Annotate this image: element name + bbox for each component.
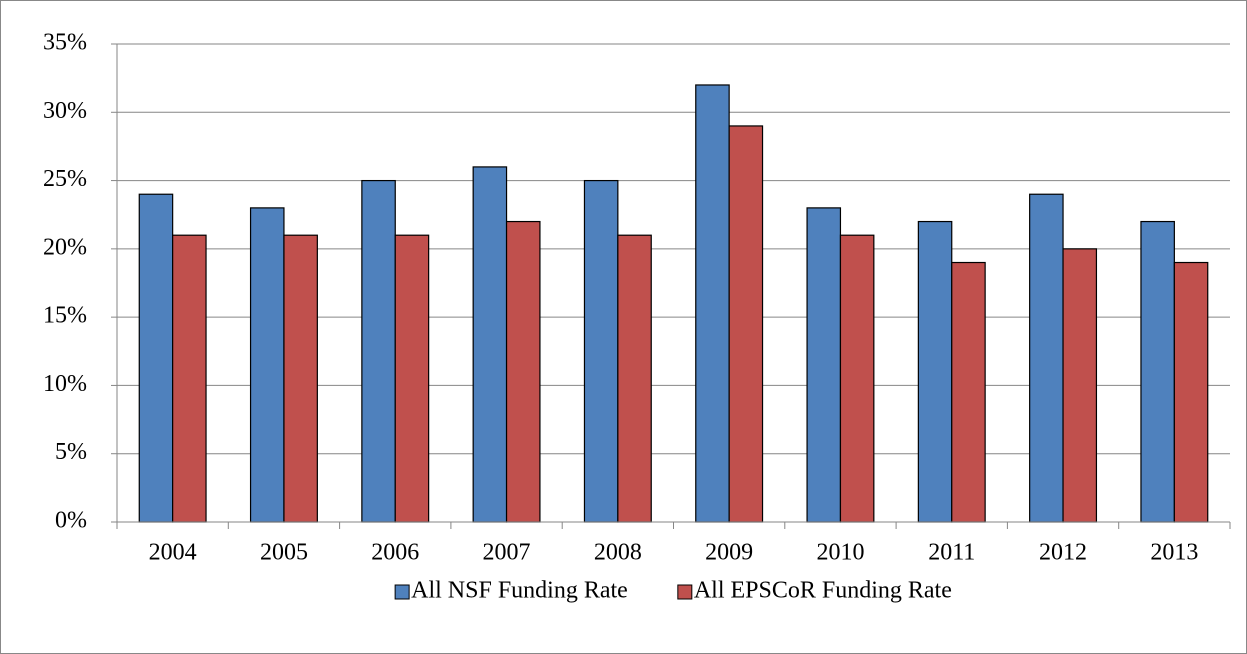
bar — [951, 261, 986, 523]
bar — [806, 207, 842, 523]
y-tick-label: 0% — [55, 508, 87, 534]
bar — [839, 234, 875, 523]
legend-label: All NSF Funding Rate — [411, 578, 628, 604]
y-tick-label: 15% — [43, 303, 87, 329]
bar — [583, 179, 619, 523]
y-tick-label: 30% — [43, 98, 87, 124]
bar — [1140, 220, 1175, 523]
bar — [917, 220, 953, 523]
x-tick-label: 2009 — [705, 540, 753, 566]
x-tick-label: 2004 — [149, 540, 197, 566]
bar — [505, 220, 541, 523]
bar — [172, 234, 207, 523]
x-tick-label: 2010 — [816, 540, 864, 566]
y-tick-label: 25% — [43, 166, 87, 192]
legend-swatch — [394, 584, 410, 600]
x-tick-label: 2013 — [1150, 540, 1198, 566]
y-tick-label: 20% — [43, 234, 87, 260]
bar — [283, 234, 318, 523]
x-tick-label: 2011 — [928, 540, 975, 566]
x-tick-label: 2007 — [483, 540, 531, 566]
bar — [138, 193, 174, 523]
bar — [1173, 261, 1209, 523]
x-tick-label: 2006 — [371, 540, 419, 566]
bar — [617, 234, 652, 523]
y-tick-label: 5% — [55, 439, 87, 465]
legend-label: All EPSCoR Funding Rate — [694, 578, 952, 604]
bar — [472, 166, 508, 523]
bar — [394, 234, 430, 523]
bar — [728, 125, 764, 523]
bar — [249, 207, 285, 523]
bar — [695, 84, 730, 523]
bar — [1062, 248, 1098, 523]
legend-swatch — [677, 584, 693, 600]
x-tick-label: 2005 — [260, 540, 308, 566]
y-tick-label: 35% — [43, 30, 87, 56]
y-tick-label: 10% — [43, 371, 87, 397]
bar — [1029, 193, 1064, 523]
bar — [361, 179, 396, 523]
x-tick-label: 2012 — [1039, 540, 1087, 566]
x-tick-label: 2008 — [594, 540, 642, 566]
